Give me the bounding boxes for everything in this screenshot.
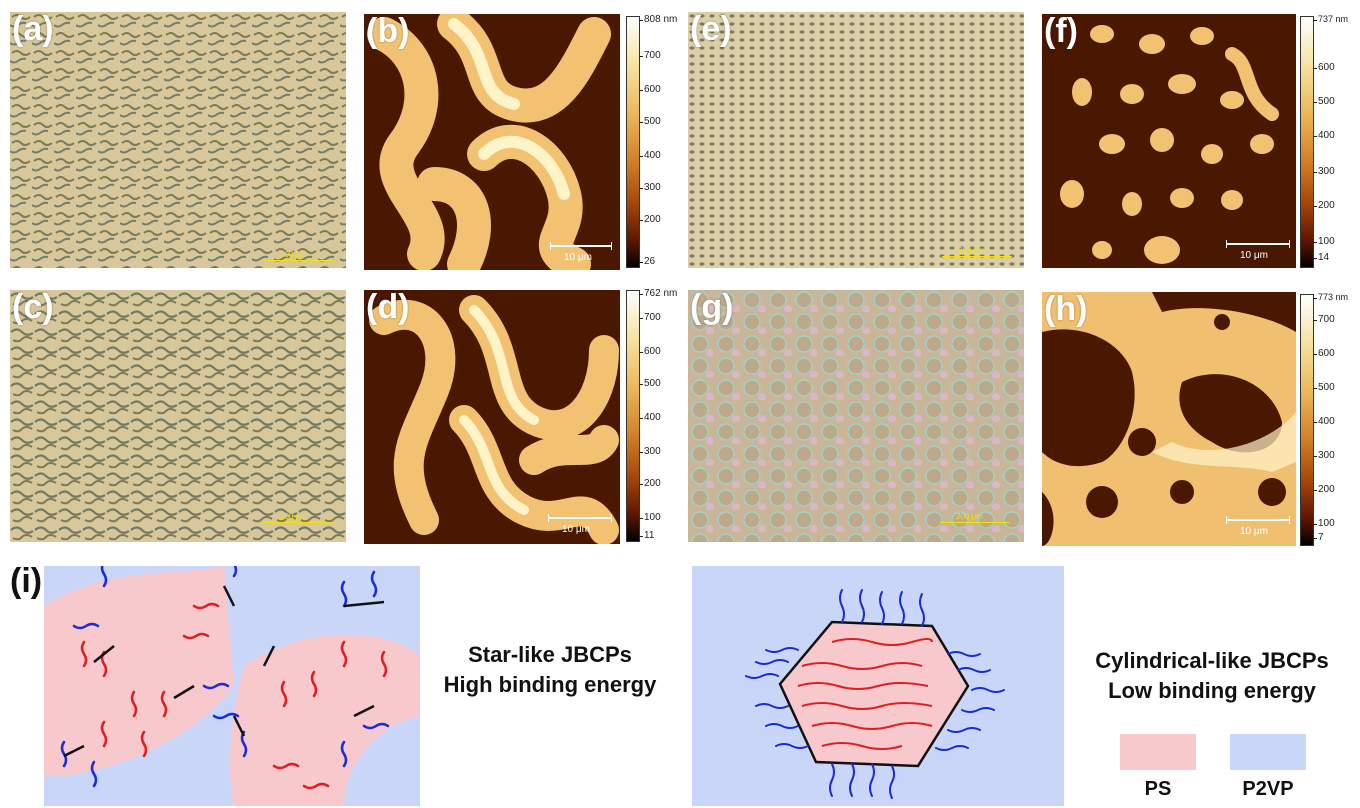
colorbar-f-bottom: 14 bbox=[1312, 252, 1330, 263]
panel-label: (e) bbox=[690, 12, 732, 48]
colorbar-d-tick: 300 bbox=[639, 446, 661, 457]
star-like-title: Star-like JBCPs bbox=[468, 642, 632, 667]
scale-bar bbox=[942, 256, 1012, 257]
panel-a-optical-image: (a) 200 μm bbox=[10, 12, 346, 268]
star-like-caption: Star-like JBCPs High binding energy bbox=[420, 640, 680, 700]
scale-bar bbox=[1226, 516, 1290, 524]
scale-bar bbox=[550, 242, 612, 250]
colorbar-h-tick: 400 bbox=[1313, 416, 1335, 427]
cylindrical-like-diagram bbox=[745, 589, 1005, 799]
colorbar-d bbox=[626, 290, 640, 542]
panel-h-afm-image: (h) 10 μm bbox=[1042, 292, 1296, 546]
colorbar-h-tick: 100 bbox=[1313, 518, 1335, 529]
colorbar-h-bottom: 7 bbox=[1313, 532, 1324, 543]
cylindrical-like-title: Cylindrical-like JBCPs bbox=[1095, 648, 1329, 673]
panel-e-optical-image: (e) 200 μm bbox=[688, 12, 1024, 268]
colorbar-b-tick: 600 bbox=[639, 84, 661, 95]
colorbar-b-tick: 500 bbox=[639, 116, 661, 127]
colorbar-d-tick: 700 bbox=[639, 312, 661, 323]
colorbar-d-bottom: 11 bbox=[638, 530, 655, 541]
colorbar-h bbox=[1300, 294, 1314, 546]
panel-label: (f) bbox=[1044, 14, 1078, 50]
colorbar-f-tick: 400 bbox=[1313, 130, 1335, 141]
colorbar-h-tick: 500 bbox=[1313, 382, 1335, 393]
schematic-star-like bbox=[44, 566, 420, 806]
colorbar-f bbox=[1300, 16, 1314, 268]
colorbar-b-tick: 300 bbox=[639, 182, 661, 193]
scale-bar bbox=[548, 514, 612, 522]
optical-texture bbox=[10, 12, 346, 268]
legend-ps-swatch bbox=[1120, 734, 1196, 770]
star-like-diagram bbox=[44, 566, 420, 806]
colorbar-h-tick: 300 bbox=[1313, 450, 1335, 461]
scale-bar-label: 10 μm bbox=[564, 252, 592, 263]
star-like-subtitle: High binding energy bbox=[443, 672, 657, 697]
scale-bar-label: 10 μm bbox=[1240, 250, 1268, 261]
colorbar-f-top: 737 nm bbox=[1312, 14, 1349, 24]
cylindrical-like-caption: Cylindrical-like JBCPs Low binding energ… bbox=[1070, 646, 1354, 706]
colorbar-b-tick: 200 bbox=[639, 214, 661, 225]
colorbar-d-top: 762 nm bbox=[638, 288, 678, 299]
colorbar-b-tick: 700 bbox=[639, 50, 661, 61]
panel-label: (a) bbox=[12, 12, 54, 48]
colorbar-d-tick: 500 bbox=[639, 378, 661, 389]
colorbar-b-tick: 400 bbox=[639, 150, 661, 161]
afm-height-map bbox=[364, 290, 620, 544]
colorbar-h-top: 773 nm bbox=[1312, 292, 1349, 302]
scale-bar bbox=[1226, 240, 1290, 248]
colorbar-b-top: 808 nm bbox=[638, 14, 678, 25]
colorbar-b-bottom: 26 bbox=[638, 256, 656, 267]
colorbar-d-tick: 200 bbox=[639, 478, 661, 489]
colorbar-h-tick: 700 bbox=[1313, 314, 1335, 325]
colorbar-h-tick: 600 bbox=[1313, 348, 1335, 359]
panel-label: (b) bbox=[366, 14, 410, 50]
colorbar-h-tick: 200 bbox=[1313, 484, 1335, 495]
panel-label: (h) bbox=[1044, 292, 1088, 328]
afm-height-map bbox=[1042, 292, 1296, 546]
panel-c-optical-image: (c) 200 μm bbox=[10, 290, 346, 542]
colorbar-f-tick: 100 bbox=[1313, 236, 1335, 247]
panel-label: (d) bbox=[366, 290, 410, 326]
schematic-cylindrical-like bbox=[692, 566, 1064, 806]
scale-bar bbox=[264, 260, 334, 261]
cylindrical-like-subtitle: Low binding energy bbox=[1108, 678, 1316, 703]
colorbar-f-tick: 500 bbox=[1313, 96, 1335, 107]
colorbar-b bbox=[626, 16, 640, 268]
colorbar-d-tick: 100 bbox=[639, 512, 661, 523]
scale-bar-label: 200 μm bbox=[280, 250, 307, 259]
panel-d-afm-image: (d) 10 μm bbox=[364, 290, 620, 544]
legend-ps-label: PS bbox=[1144, 778, 1172, 800]
legend-p2vp-label: P2VP bbox=[1242, 778, 1294, 800]
afm-height-map bbox=[1042, 14, 1296, 268]
scale-bar-label: 10 μm bbox=[562, 524, 590, 535]
panel-label: (g) bbox=[690, 290, 734, 326]
colorbar-f-tick: 600 bbox=[1313, 62, 1335, 73]
panel-label: (i) bbox=[10, 562, 43, 600]
afm-height-map bbox=[364, 14, 620, 270]
scale-bar-label: 200 μm bbox=[956, 512, 983, 521]
optical-texture bbox=[10, 290, 346, 542]
scale-bar-label: 200 μm bbox=[958, 246, 985, 255]
panel-f-afm-image: (f) 10 μm bbox=[1042, 14, 1296, 268]
panel-b-afm-image: (b) 10 μm bbox=[364, 14, 620, 270]
legend-p2vp-swatch bbox=[1230, 734, 1306, 770]
colorbar-d-tick: 600 bbox=[639, 346, 661, 357]
scale-bar-label: 10 μm bbox=[1240, 526, 1268, 537]
colorbar-f-tick: 200 bbox=[1313, 200, 1335, 211]
scale-bar-label: 200 μm bbox=[280, 512, 307, 521]
panel-label: (c) bbox=[12, 290, 54, 326]
colorbar-d-tick: 400 bbox=[639, 412, 661, 423]
optical-texture bbox=[688, 290, 1024, 542]
optical-texture bbox=[688, 12, 1024, 268]
scale-bar bbox=[264, 522, 334, 523]
scale-bar bbox=[940, 522, 1010, 523]
colorbar-f-tick: 300 bbox=[1313, 166, 1335, 177]
panel-g-optical-image: (g) 200 μm bbox=[688, 290, 1024, 542]
